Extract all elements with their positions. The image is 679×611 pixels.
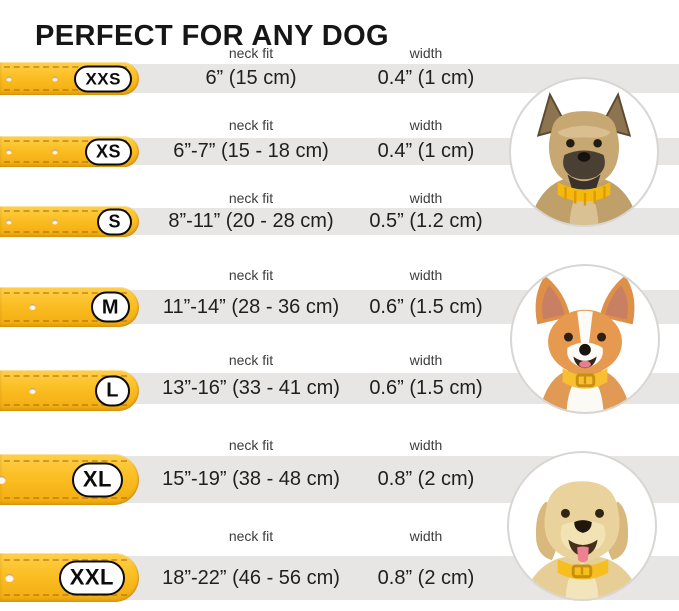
width-value: 0.6” (1.5 cm) <box>369 295 483 318</box>
terrier-dog-illustration <box>528 91 640 225</box>
labrador-dog-illustration <box>522 481 642 599</box>
collar-strap: XS <box>0 136 139 167</box>
collar-hole <box>6 149 12 154</box>
width-column-label: width <box>409 117 443 133</box>
collar-stitching <box>4 210 127 212</box>
dog-photo-circle-labrador <box>507 451 657 601</box>
collar-strap: XXS <box>0 62 139 95</box>
neck-fit-value: 13”-16” (33 - 41 cm) <box>162 377 340 399</box>
neck-fit-column-label: neck fit <box>228 528 274 544</box>
collar-stitching <box>4 559 127 561</box>
neck-fit-value: 18”-22” (46 - 56 cm) <box>162 566 340 589</box>
collar-strap: XXL <box>0 553 139 602</box>
corgi-dog-illustration <box>535 275 635 412</box>
width-value: 0.8” (2 cm) <box>377 566 475 589</box>
neck-fit-column-label: neck fit <box>228 190 274 206</box>
width-column-label: width <box>409 352 443 368</box>
width-value: 0.6” (1.5 cm) <box>369 377 483 399</box>
collar-stitching <box>4 161 127 163</box>
collar-stitching <box>4 497 127 499</box>
width-column-label: width <box>409 528 443 544</box>
collar-strap: XL <box>0 454 139 505</box>
neck-fit-value: 6” (15 cm) <box>205 67 297 89</box>
neck-fit-value: 11”-14” (28 - 36 cm) <box>162 295 340 318</box>
collar-hole <box>52 219 58 224</box>
collar-stitching <box>4 231 127 233</box>
neck-fit-column-label: neck fit <box>228 117 274 133</box>
collar-stitching <box>4 594 127 596</box>
collar-stitching <box>4 66 127 68</box>
collar-hole <box>6 219 12 224</box>
neck-fit-value: 15”-19” (38 - 48 cm) <box>162 468 340 490</box>
size-badge: XXS <box>74 65 132 92</box>
neck-fit-column-label: neck fit <box>228 267 274 283</box>
width-value: 0.4” (1 cm) <box>377 67 475 89</box>
page-title: PERFECT FOR ANY DOG <box>35 20 390 53</box>
collar-hole <box>29 304 36 310</box>
size-badge: S <box>97 208 132 235</box>
collar-strap: L <box>0 370 139 411</box>
size-badge: XL <box>71 462 123 497</box>
collar-hole <box>52 149 58 154</box>
collar-strap: M <box>0 287 139 327</box>
collar-stitching <box>4 140 127 142</box>
neck-fit-column-label: neck fit <box>228 437 274 453</box>
collar-stitching <box>4 404 127 406</box>
width-value: 0.8” (2 cm) <box>377 468 475 490</box>
collar-strap: S <box>0 206 139 237</box>
neck-fit-value: 8”-11” (20 - 28 cm) <box>168 210 334 232</box>
collar-hole <box>5 573 14 582</box>
size-badge: L <box>95 375 130 406</box>
dog-photo-circle-terrier <box>509 77 659 227</box>
size-badge: XXL <box>58 560 125 595</box>
dog-photo-circle-corgi <box>510 264 660 414</box>
width-value: 0.5” (1.2 cm) <box>369 210 483 232</box>
collar-hole <box>0 475 6 484</box>
collar-stitching <box>4 89 127 91</box>
collar-hole <box>6 76 12 81</box>
collar-hole <box>29 387 36 394</box>
collar-stitching <box>4 460 127 462</box>
neck-fit-column-label: neck fit <box>228 352 274 368</box>
neck-fit-value: 6”-7” (15 - 18 cm) <box>173 140 329 162</box>
width-column-label: width <box>409 437 443 453</box>
size-badge: XS <box>84 138 132 165</box>
collar-stitching <box>4 292 127 294</box>
width-column-label: width <box>409 267 443 283</box>
collar-stitching <box>4 320 127 322</box>
collar-stitching <box>4 375 127 377</box>
size-badge: M <box>90 291 130 323</box>
collar-hole <box>52 76 58 81</box>
width-column-label: width <box>409 190 443 206</box>
width-value: 0.4” (1 cm) <box>377 140 475 162</box>
